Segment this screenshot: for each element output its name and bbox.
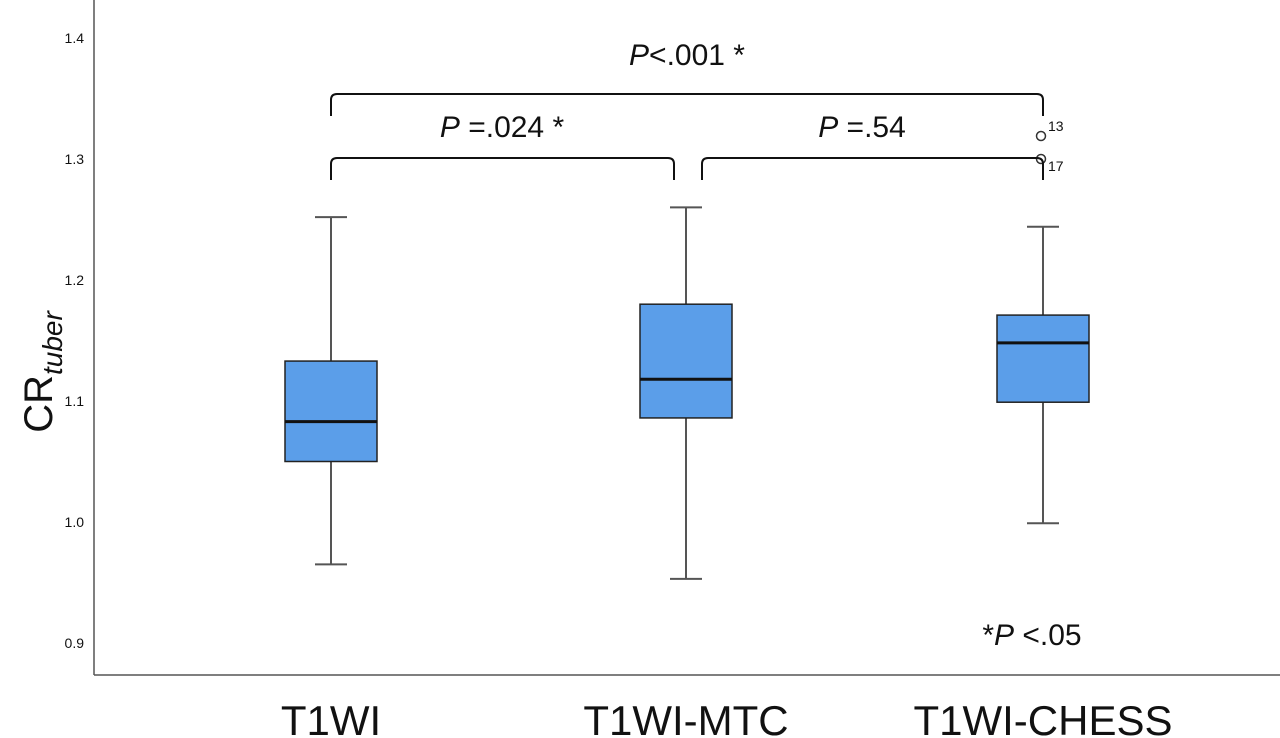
y-axis-title-subscript: tuber xyxy=(37,310,68,375)
boxes: 13 17 xyxy=(284,118,1090,580)
outlier-label: 13 xyxy=(1048,118,1064,134)
bracket-t1wi-vs-t1wi-mtc: P =.024 * xyxy=(330,111,675,180)
bracket-line xyxy=(330,93,1044,116)
bracket-line xyxy=(330,157,675,180)
box-t1wi-chess: 13 17 xyxy=(996,118,1090,525)
y-tick-label: 1.0 xyxy=(65,514,85,530)
bracket-line xyxy=(701,157,1044,180)
iqr-box xyxy=(284,360,378,463)
p-value-label: P =.54 xyxy=(818,111,906,144)
y-tick-label: 0.9 xyxy=(65,635,85,651)
x-tick-labels: T1WI T1WI-MTC T1WI-CHESS xyxy=(281,697,1173,738)
p-italic: P xyxy=(440,111,460,144)
x-tick-label: T1WI-MTC xyxy=(583,697,788,738)
significance-brackets: P<.001 *P =.024 * P =.54 xyxy=(330,39,1044,180)
axes xyxy=(93,0,1280,676)
y-tick-label: 1.4 xyxy=(65,30,85,46)
bracket-t1wi-mtc-vs-t1wi-chess: P =.54 xyxy=(701,111,1044,180)
p-value: =.024 * xyxy=(460,111,565,144)
y-axis-label: CRtuber xyxy=(17,310,68,433)
p-value: =.54 xyxy=(838,111,906,144)
box-t1wi-mtc xyxy=(639,206,733,580)
footnote-italic: P xyxy=(994,619,1014,652)
footnote: *P <.05 xyxy=(982,619,1081,652)
outlier-point xyxy=(1035,130,1047,142)
y-tick-label: 1.2 xyxy=(65,272,85,288)
iqr-box xyxy=(639,303,733,419)
x-tick-label: T1WI xyxy=(281,697,381,738)
box-t1wi xyxy=(284,216,378,566)
y-ticks: 0.9 1.0 1.1 1.2 1.3 1.4 xyxy=(65,30,85,651)
bracket-t1wi-vs-t1wi-chess: P<.001 * xyxy=(330,39,1044,116)
y-axis-title: CRtuber xyxy=(17,310,68,433)
iqr-box xyxy=(996,314,1090,403)
y-axis-title-main: CR xyxy=(17,375,61,433)
y-tick-label: 1.1 xyxy=(65,393,85,409)
y-tick-label: 1.3 xyxy=(65,151,85,167)
p-italic: P xyxy=(818,111,838,144)
p-italic: P xyxy=(629,39,649,72)
footnote-rest: <.05 xyxy=(1014,619,1082,652)
p-value-label: P =.024 * xyxy=(440,111,565,144)
outlier-label: 17 xyxy=(1048,158,1064,174)
footnote-prefix: * xyxy=(982,619,994,652)
x-tick-label: T1WI-CHESS xyxy=(913,697,1172,738)
p-value: <.001 * xyxy=(649,39,745,72)
p-value-label: P<.001 * xyxy=(629,39,745,72)
